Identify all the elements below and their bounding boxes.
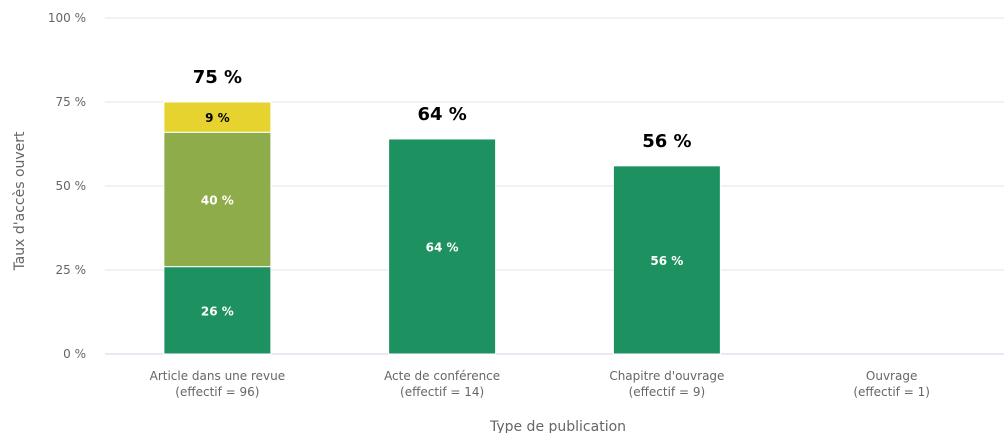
y-tick-label: 25 % bbox=[56, 263, 87, 277]
bar-value-label: 26 % bbox=[201, 304, 234, 318]
y-axis-ticks: 0 % 25 % 50 % 75 % 100 % bbox=[48, 11, 86, 361]
x-category-label: Ouvrage bbox=[866, 369, 917, 383]
y-axis-title: Taux d'accès ouvert bbox=[12, 131, 28, 272]
x-category-label: (effectif = 9) bbox=[629, 385, 706, 399]
bar-value-label: 40 % bbox=[201, 193, 234, 207]
y-tick-label: 75 % bbox=[56, 95, 87, 109]
x-axis-title: Type de publication bbox=[489, 419, 626, 433]
bar-segment bbox=[388, 138, 497, 355]
bar-value-label: 9 % bbox=[205, 111, 230, 125]
total-labels: 75 % 64 % 56 % bbox=[193, 67, 692, 152]
segment-labels: 26 % 40 % 9 % 64 % 56 % bbox=[201, 111, 683, 318]
bars bbox=[163, 101, 721, 355]
bar-segment bbox=[163, 101, 272, 133]
x-category-label: (effectif = 96) bbox=[175, 385, 259, 399]
y-tick-label: 100 % bbox=[48, 11, 86, 25]
x-category-label: Article dans une revue bbox=[150, 369, 286, 383]
x-axis-categories: Article dans une revue (effectif = 96) Act… bbox=[150, 369, 930, 399]
bar-total-label: 64 % bbox=[417, 104, 466, 125]
bar-segment bbox=[163, 266, 272, 355]
bar-total-label: 75 % bbox=[193, 67, 242, 88]
x-category-label: (effectif = 14) bbox=[400, 385, 484, 399]
y-tick-label: 0 % bbox=[63, 347, 86, 361]
y-tick-label: 50 % bbox=[56, 179, 87, 193]
bar-value-label: 64 % bbox=[426, 240, 459, 254]
x-category-label: Acte de conférence bbox=[384, 369, 500, 383]
bar-value-label: 56 % bbox=[650, 254, 683, 268]
bar-segment bbox=[163, 131, 272, 268]
x-category-label: (effectif = 1) bbox=[853, 385, 930, 399]
x-category-label: Chapitre d'ouvrage bbox=[609, 369, 724, 383]
bar-segment bbox=[612, 165, 721, 355]
bar-total-label: 56 % bbox=[642, 131, 691, 152]
